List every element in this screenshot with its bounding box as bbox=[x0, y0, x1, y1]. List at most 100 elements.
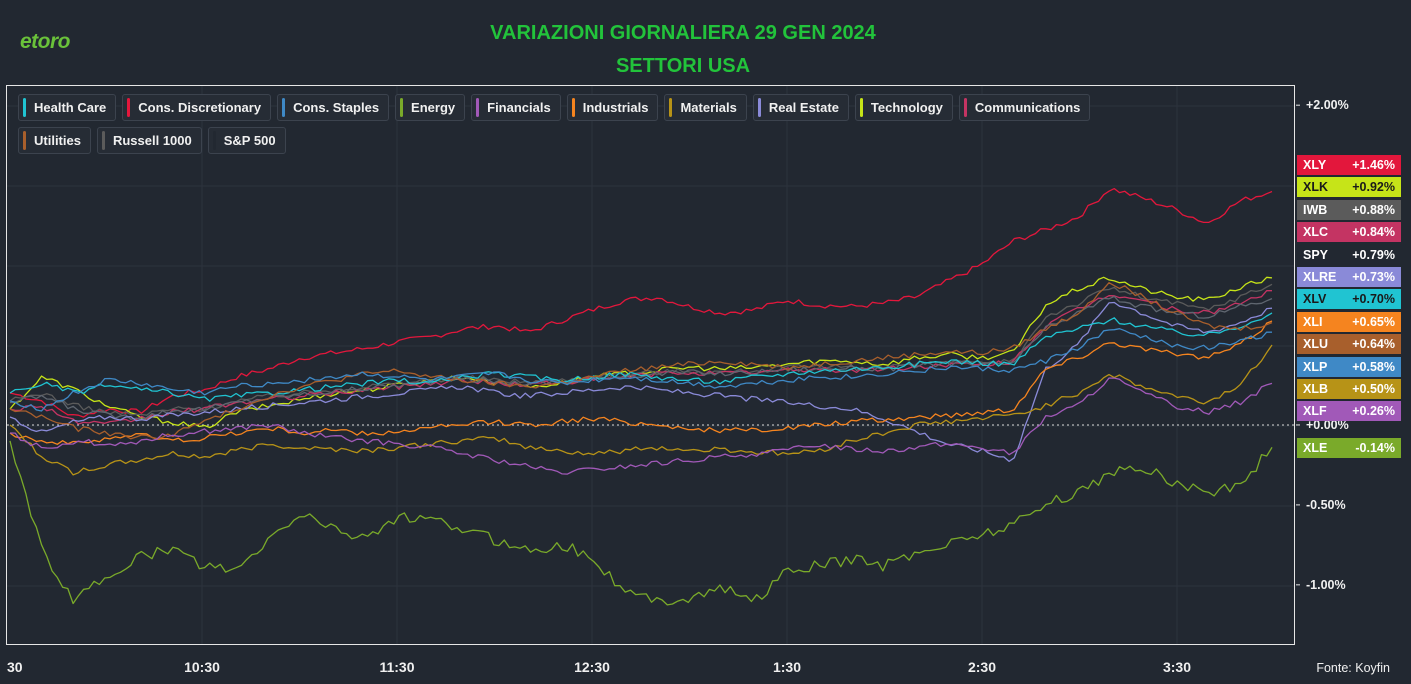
y-tick-label: +0.00% bbox=[1306, 418, 1349, 432]
value-badge-xlk: XLK +0.92% bbox=[1297, 177, 1401, 198]
legend-label: Cons. Staples bbox=[293, 100, 380, 115]
legend-item[interactable]: Health Care bbox=[18, 94, 117, 121]
legend-swatch bbox=[669, 98, 673, 117]
badge-value: -0.14% bbox=[1355, 441, 1395, 455]
badge-value: +0.58% bbox=[1352, 359, 1395, 374]
series-line-xlv bbox=[9, 312, 1273, 402]
legend-swatch bbox=[127, 98, 131, 117]
value-badge-xlc: XLC +0.84% bbox=[1297, 222, 1401, 243]
legend-label: Cons. Discretionary bbox=[138, 100, 262, 115]
badge-ticker: XLP bbox=[1303, 359, 1328, 374]
series-line-xly bbox=[9, 187, 1273, 418]
legend-item[interactable]: Industrials bbox=[566, 94, 659, 121]
legend: Health Care Cons. Discretionary Cons. Stap… bbox=[18, 94, 1118, 154]
x-tick-label: 3:30 bbox=[1163, 659, 1191, 675]
legend-label: Industrials bbox=[582, 100, 649, 115]
badge-value: +0.73% bbox=[1352, 270, 1395, 284]
badge-value: +0.88% bbox=[1352, 202, 1395, 217]
legend-item[interactable]: Cons. Staples bbox=[277, 94, 390, 121]
badge-value: +0.70% bbox=[1352, 292, 1395, 307]
value-badge-xlu: XLU +0.64% bbox=[1297, 334, 1401, 355]
value-badge-xlre: XLRE +0.73% bbox=[1297, 267, 1401, 287]
badge-ticker: XLF bbox=[1303, 404, 1327, 419]
x-tick-label: 1:30 bbox=[773, 659, 801, 675]
legend-item[interactable]: S&P 500 bbox=[207, 127, 286, 154]
legend-label: Communications bbox=[974, 100, 1081, 115]
series-line-xlp bbox=[9, 328, 1273, 412]
series-line-xlc bbox=[9, 290, 1272, 425]
badge-value: +1.46% bbox=[1352, 158, 1395, 172]
etoro-logo: etoro bbox=[20, 30, 71, 53]
badge-value: +0.26% bbox=[1352, 404, 1395, 419]
legend-item[interactable]: Real Estate bbox=[752, 94, 849, 121]
chart-title: VARIAZIONI GIORNALIERA 29 GEN 2024 bbox=[490, 22, 876, 44]
badge-ticker: XLC bbox=[1303, 225, 1328, 240]
value-badge-xli: XLI +0.65% bbox=[1297, 311, 1401, 332]
legend-label: Financials bbox=[487, 100, 551, 115]
series-line-xlre bbox=[9, 301, 1273, 463]
legend-item[interactable]: Financials bbox=[471, 94, 561, 121]
x-tick-label: 30 bbox=[7, 659, 23, 675]
badge-ticker: XLI bbox=[1303, 314, 1323, 329]
series-line-xle bbox=[9, 440, 1273, 606]
value-badge-spy: SPY +0.79% bbox=[1297, 244, 1401, 265]
badge-value: +0.84% bbox=[1352, 225, 1395, 240]
series-line-xlf bbox=[9, 377, 1273, 475]
legend-swatch bbox=[571, 98, 575, 117]
legend-item[interactable]: Energy bbox=[395, 94, 466, 121]
source-note: Fonte: Koyfin bbox=[1316, 661, 1390, 675]
legend-label: Russell 1000 bbox=[112, 133, 192, 148]
chart-subtitle: SETTORI USA bbox=[615, 55, 751, 77]
legend-swatch bbox=[476, 98, 480, 117]
x-tick-label: 11:30 bbox=[379, 659, 414, 675]
legend-swatch bbox=[212, 131, 216, 150]
value-badge-xlv: XLV +0.70% bbox=[1297, 289, 1401, 310]
legend-swatch bbox=[859, 98, 863, 117]
legend-label: S&P 500 bbox=[223, 133, 276, 148]
legend-item[interactable]: Materials bbox=[664, 94, 747, 121]
legend-swatch bbox=[963, 98, 967, 117]
legend-swatch bbox=[282, 98, 286, 117]
legend-label: Materials bbox=[680, 100, 737, 115]
badge-ticker: XLK bbox=[1303, 180, 1328, 195]
series-line-xlb bbox=[9, 344, 1273, 476]
legend-label: Energy bbox=[411, 100, 456, 115]
legend-swatch bbox=[101, 131, 105, 150]
legend-swatch bbox=[23, 98, 26, 117]
value-badge-xlp: XLP +0.58% bbox=[1297, 356, 1401, 377]
badge-ticker: SPY bbox=[1303, 247, 1329, 262]
x-tick-label: 12:30 bbox=[574, 659, 610, 675]
value-badge-iwb: IWB +0.88% bbox=[1297, 199, 1401, 220]
series-line-iwb bbox=[9, 283, 1273, 416]
badge-value: +0.92% bbox=[1352, 180, 1395, 195]
value-badge-xlb: XLB +0.50% bbox=[1297, 379, 1401, 399]
badge-value: +0.64% bbox=[1352, 337, 1395, 352]
legend-label: Technology bbox=[870, 100, 943, 115]
legend-item[interactable]: Cons. Discretionary bbox=[122, 94, 272, 121]
legend-label: Real Estate bbox=[768, 100, 839, 115]
series-line-spy bbox=[9, 295, 1273, 420]
value-badge-xlf: XLF +0.26% bbox=[1297, 401, 1401, 422]
y-tick-label: -0.50% bbox=[1306, 498, 1346, 512]
series-line-xli bbox=[9, 320, 1273, 445]
legend-swatch bbox=[757, 98, 761, 117]
badge-ticker: XLV bbox=[1303, 292, 1327, 307]
badge-ticker: XLE bbox=[1303, 441, 1328, 455]
badge-ticker: IWB bbox=[1303, 202, 1328, 217]
badge-value: +0.50% bbox=[1352, 382, 1395, 396]
legend-item[interactable]: Communications bbox=[958, 94, 1091, 121]
value-badge-xle: XLE -0.14% bbox=[1297, 438, 1401, 458]
legend-item[interactable]: Utilities bbox=[18, 127, 91, 154]
value-badge-xly: XLY +1.46% bbox=[1297, 155, 1401, 175]
badge-ticker: XLU bbox=[1303, 337, 1328, 352]
legend-label: Health Care bbox=[34, 100, 107, 115]
badge-ticker: XLY bbox=[1303, 158, 1327, 172]
series-line-xlu bbox=[9, 282, 1273, 440]
legend-swatch bbox=[400, 98, 404, 117]
legend-item[interactable]: Technology bbox=[854, 94, 953, 121]
plot-area bbox=[6, 85, 1295, 645]
y-tick-label: +2.00% bbox=[1306, 98, 1349, 112]
legend-swatch bbox=[23, 131, 26, 150]
legend-item[interactable]: Russell 1000 bbox=[96, 127, 202, 154]
